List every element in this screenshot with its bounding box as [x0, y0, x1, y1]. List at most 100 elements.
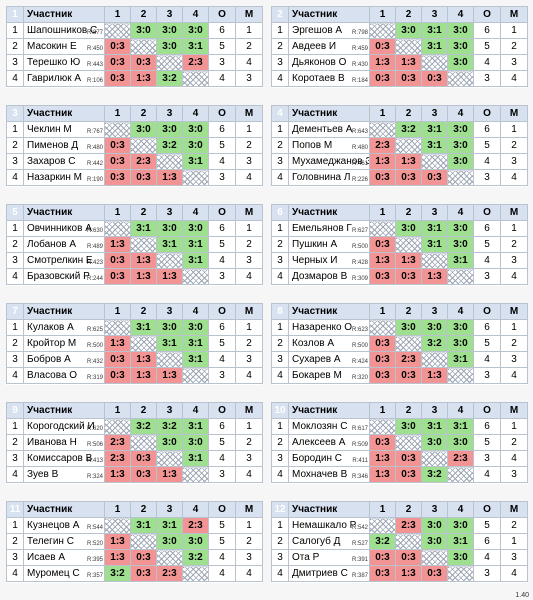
player-seed: 3 — [6, 252, 24, 269]
player-cell[interactable]: Муромец С R:357 — [23, 565, 105, 582]
player-cell[interactable]: Емельянов Г R:627 — [288, 220, 370, 237]
player-cell[interactable]: Ота Р R:391 — [288, 549, 370, 566]
points-cell: 6 — [473, 121, 501, 138]
player-name: Зуев В — [27, 469, 59, 480]
player-seed: 1 — [6, 517, 24, 534]
player-cell[interactable]: Мухамеджанов Э R:461 — [288, 153, 370, 170]
player-cell[interactable]: Дементьев А R:643 — [288, 121, 370, 138]
results-table: 6 Участник 1 2 3 4 О М 1 Емельянов Г R:627 3:0 3:1 3:… — [271, 204, 528, 285]
score-cell: 0:3 — [395, 367, 422, 384]
player-cell[interactable]: Попов М R:480 — [288, 137, 370, 154]
player-cell[interactable]: Коротаев В R:184 — [288, 70, 370, 87]
score-cell: 3:2 — [104, 565, 131, 582]
player-cell[interactable]: Исаев А R:395 — [23, 549, 105, 566]
player-cell[interactable]: Головнина Л R:226 — [288, 169, 370, 186]
player-cell[interactable]: Моклозян С R:617 — [288, 418, 370, 435]
player-cell[interactable]: Комиссаров В R:413 — [23, 450, 105, 467]
player-cell[interactable]: Кройтор М R:500 — [23, 335, 105, 352]
player-cell[interactable]: Бородин С R:411 — [288, 450, 370, 467]
player-cell[interactable]: Масокин Е R:450 — [23, 38, 105, 55]
header-c2: 2 — [395, 402, 422, 419]
score-cell: 0:3 — [130, 54, 157, 71]
score-cell: 0:3 — [369, 38, 396, 55]
header-c3: 3 — [156, 402, 183, 419]
header-c1: 1 — [104, 105, 131, 122]
table-row: 2 Пушкин А R:500 0:3 3:1 3:0 5 2 — [271, 236, 528, 253]
player-seed: 4 — [6, 565, 24, 582]
player-cell[interactable]: Смотрелкин Е R:423 — [23, 252, 105, 269]
player-cell[interactable]: Дьяконов О R:430 — [288, 54, 370, 71]
player-cell[interactable]: Пушкин А R:500 — [288, 236, 370, 253]
score-cell: 3:1 — [421, 137, 448, 154]
player-cell[interactable]: Иванова Н R:506 — [23, 434, 105, 451]
player-cell[interactable]: Немашкало Р R:542 — [288, 517, 370, 534]
player-cell[interactable]: Чеклин М R:767 — [23, 121, 105, 138]
score-cell: 3:0 — [156, 319, 183, 336]
player-cell[interactable]: Пименов Д R:480 — [23, 137, 105, 154]
self-match-cell — [156, 54, 183, 71]
place-cell: 3 — [500, 466, 528, 483]
player-cell[interactable]: Телегин С R:520 — [23, 533, 105, 550]
player-cell[interactable]: Бразовский Р R:244 — [23, 268, 105, 285]
player-cell[interactable]: Дозмаров В R:309 — [288, 268, 370, 285]
player-cell[interactable]: Эргешов А R:798 — [288, 22, 370, 39]
player-seed: 3 — [271, 54, 289, 71]
score-cell: 3:1 — [421, 418, 448, 435]
player-rating: R:643 — [351, 129, 368, 135]
player-rating: R:480 — [86, 145, 103, 151]
header-participant: Участник — [23, 501, 105, 518]
player-cell[interactable]: Салогуб Д R:527 — [288, 533, 370, 550]
score-cell: 3:0 — [421, 517, 448, 534]
score-cell: 3:2 — [395, 121, 422, 138]
place-cell: 4 — [500, 367, 528, 384]
player-cell[interactable]: Кузнецов А R:544 — [23, 517, 105, 534]
place-cell: 2 — [500, 236, 528, 253]
table-row: 1 Кузнецов А R:544 3:1 3:1 2:3 5 1 — [6, 517, 263, 534]
player-cell[interactable]: Бокарев М R:320 — [288, 367, 370, 384]
header-row: 12 Участник 1 2 3 4 О М — [271, 501, 528, 518]
player-cell[interactable]: Терешко Ю R:443 — [23, 54, 105, 71]
score-cell: 3:0 — [182, 22, 209, 39]
player-cell[interactable]: Авдеев И R:459 — [288, 38, 370, 55]
player-cell[interactable]: Лобанов А R:489 — [23, 236, 105, 253]
score-cell: 0:3 — [369, 351, 396, 368]
score-cell: 1:3 — [130, 252, 157, 269]
player-name: Лобанов А — [27, 239, 77, 250]
self-match-cell — [182, 565, 209, 582]
table-row: 1 Шапошников С R:877 3:0 3:0 3:0 6 1 — [6, 22, 263, 39]
player-cell[interactable]: Шапошников С R:877 — [23, 22, 105, 39]
player-cell[interactable]: Алексеев А R:509 — [288, 434, 370, 451]
player-cell[interactable]: Козлов А R:500 — [288, 335, 370, 352]
player-name: Исаев А — [27, 552, 66, 563]
player-cell[interactable]: Бобров А R:432 — [23, 351, 105, 368]
self-match-cell — [421, 153, 448, 170]
player-cell[interactable]: Сухарев А R:424 — [288, 351, 370, 368]
player-cell[interactable]: Зуев В R:324 — [23, 466, 105, 483]
points-cell: 3 — [473, 268, 501, 285]
results-table: 7 Участник 1 2 3 4 О М 1 Кулаков А R:625 3:1 3:0 3:0 6… — [6, 303, 263, 384]
table-row: 3 Захаров С R:442 0:3 2:3 3:1 4 3 — [6, 153, 263, 170]
table-row: 4 Мохначев В R:346 1:3 0:3 3:2 4 3 — [271, 466, 528, 483]
header-o: О — [208, 105, 236, 122]
table-row: 4 Дмитриев С R:387 0:3 1:3 0:3 3 4 — [271, 565, 528, 582]
player-cell[interactable]: Захаров С R:442 — [23, 153, 105, 170]
player-cell[interactable]: Мохначев В R:346 — [288, 466, 370, 483]
player-cell[interactable]: Дмитриев С R:387 — [288, 565, 370, 582]
player-cell[interactable]: Назаркин М R:190 — [23, 169, 105, 186]
player-seed: 3 — [271, 351, 289, 368]
player-cell[interactable]: Кулаков А R:625 — [23, 319, 105, 336]
player-cell[interactable]: Власова О R:319 — [23, 367, 105, 384]
header-c3: 3 — [421, 402, 448, 419]
score-cell: 3:0 — [447, 22, 474, 39]
table-row: 1 Емельянов Г R:627 3:0 3:1 3:0 6 1 — [271, 220, 528, 237]
player-cell[interactable]: Овчинников А R:630 — [23, 220, 105, 237]
player-cell[interactable]: Назаренко О R:623 — [288, 319, 370, 336]
group-number: 6 — [271, 204, 289, 221]
player-cell[interactable]: Черных И R:428 — [288, 252, 370, 269]
place-cell: 4 — [235, 169, 263, 186]
player-rating: R:395 — [86, 557, 103, 563]
player-cell[interactable]: Корогодский И R:620 — [23, 418, 105, 435]
score-cell: 3:1 — [421, 38, 448, 55]
player-cell[interactable]: Гаврилюк А R:106 — [23, 70, 105, 87]
score-cell: 0:3 — [130, 466, 157, 483]
